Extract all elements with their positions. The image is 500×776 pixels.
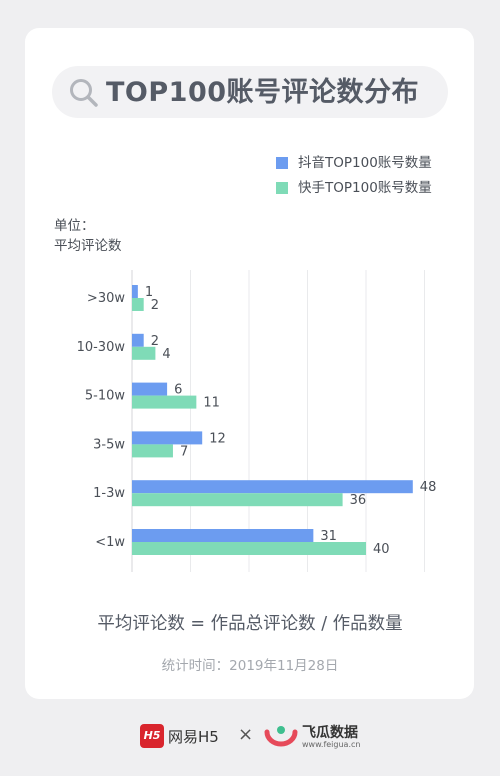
title-pill — [52, 66, 448, 118]
category-label: 3-5w — [93, 437, 125, 452]
data-label: 48 — [420, 480, 437, 495]
brand-feigua-url: www.feigua.cn — [302, 740, 361, 749]
category-label: <1w — [95, 535, 125, 550]
brand-feigua: 飞瓜数据 — [302, 725, 358, 741]
data-label: 6 — [174, 383, 182, 398]
brand-netease-h5: 网易H5 — [168, 728, 219, 746]
cross-separator: × — [238, 724, 254, 745]
data-label: 7 — [180, 444, 188, 459]
feigua-logo-icon — [264, 726, 298, 747]
category-label: 10-30w — [77, 340, 126, 355]
bar-douyin — [132, 333, 144, 347]
bar-douyin — [132, 529, 314, 542]
bar-kuaishou — [132, 395, 197, 409]
legend-label-douyin: 抖音TOP100账号数量 — [298, 155, 432, 171]
data-label: 2 — [151, 298, 159, 313]
formula-note: 平均评论数 = 作品总评论数 / 作品数量 — [97, 614, 403, 634]
bar-kuaishou — [132, 542, 366, 555]
data-label: 4 — [162, 347, 170, 362]
data-label: 2 — [151, 334, 159, 349]
data-label: 36 — [350, 493, 367, 508]
bar-douyin — [132, 382, 168, 396]
netease-h5-logo-icon: H5 — [140, 724, 164, 748]
legend-swatch-kuaishou — [276, 182, 288, 194]
bar-kuaishou — [132, 493, 343, 507]
bar-douyin — [132, 431, 203, 445]
category-label: 1-3w — [93, 486, 125, 501]
bar-douyin — [132, 285, 138, 298]
bar-kuaishou — [132, 346, 156, 360]
data-label: 40 — [373, 542, 390, 557]
data-label: 11 — [203, 396, 220, 411]
category-label: 5-10w — [85, 389, 126, 404]
bar-kuaishou — [132, 298, 144, 311]
category-label: >30w — [87, 291, 125, 306]
data-label: 12 — [209, 431, 226, 446]
unit-sublabel: 平均评论数 — [54, 238, 122, 254]
search-icon — [70, 79, 98, 107]
data-label: 31 — [320, 529, 337, 544]
stat-time: 统计时间：2019年11月28日 — [161, 658, 339, 674]
page-title: TOP100账号评论数分布 — [106, 77, 420, 108]
unit-label: 单位： — [54, 218, 95, 234]
bar-douyin — [132, 480, 413, 494]
legend-label-kuaishou: 快手TOP100账号数量 — [298, 180, 432, 196]
legend-swatch-douyin — [276, 157, 288, 169]
data-label: 1 — [145, 285, 153, 300]
bar-kuaishou — [132, 444, 173, 458]
